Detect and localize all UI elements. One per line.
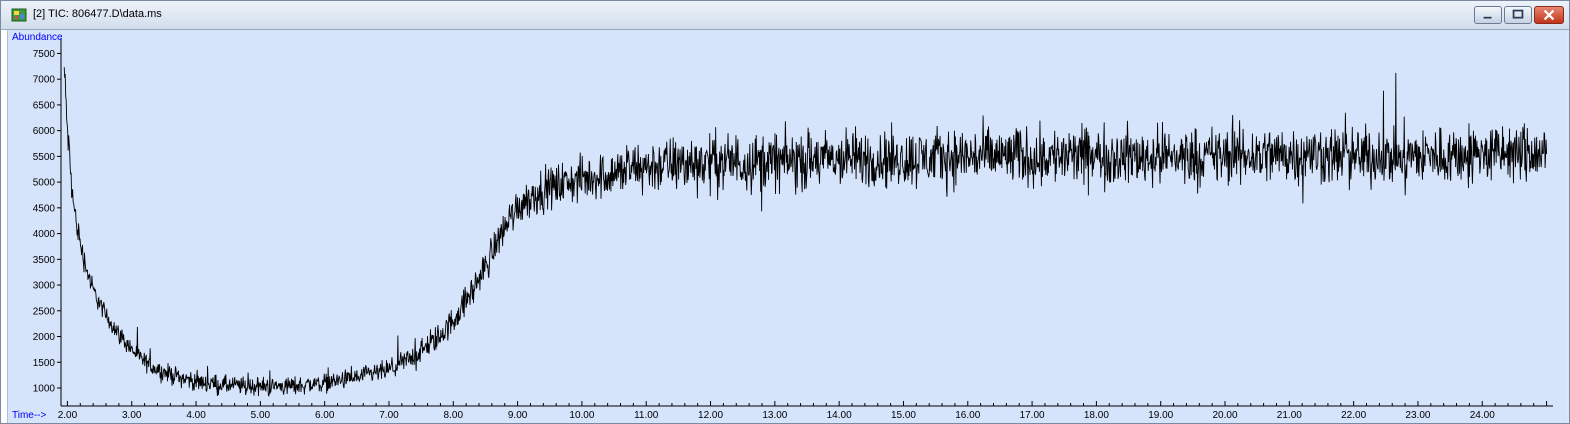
x-tick-label: 6.00 — [315, 410, 335, 421]
x-tick-label: 3.00 — [122, 410, 142, 421]
close-icon — [1543, 9, 1555, 21]
x-tick-label: 17.00 — [1020, 410, 1045, 421]
y-tick-label: 4500 — [33, 203, 56, 214]
minimize-button[interactable] — [1474, 6, 1502, 24]
y-tick-label: 4000 — [33, 229, 56, 240]
y-tick-label: 1000 — [33, 383, 56, 394]
x-tick-label: 13.00 — [762, 410, 787, 421]
x-tick-label: 21.00 — [1277, 410, 1302, 421]
x-tick-label: 11.00 — [634, 410, 659, 421]
x-tick-label: 10.00 — [569, 410, 594, 421]
x-tick-label: 24.00 — [1470, 410, 1495, 421]
x-tick-label: 2.00 — [58, 410, 78, 421]
close-button[interactable] — [1534, 6, 1564, 24]
y-tick-label: 5500 — [33, 152, 56, 163]
x-tick-label: 4.00 — [186, 410, 206, 421]
window-left-edge — [1, 30, 8, 423]
y-tick-label: 7000 — [33, 75, 56, 86]
x-tick-label: 12.00 — [698, 410, 723, 421]
x-tick-label: 19.00 — [1148, 410, 1173, 421]
x-tick-label: 5.00 — [251, 410, 271, 421]
x-tick-label: 9.00 — [508, 410, 528, 421]
plot-background — [8, 30, 1567, 423]
restore-icon — [1512, 9, 1524, 19]
y-tick-label: 5000 — [33, 178, 56, 189]
x-tick-label: 23.00 — [1405, 410, 1430, 421]
y-axis-title: Abundance — [12, 32, 63, 43]
y-tick-label: 3000 — [33, 281, 56, 292]
x-tick-label: 8.00 — [444, 410, 464, 421]
chromatogram-app-icon — [11, 8, 27, 22]
title-bar[interactable]: [2] TIC: 806477.D\data.ms — [1, 1, 1569, 30]
y-tick-label: 2000 — [33, 332, 56, 343]
y-tick-label: 7500 — [33, 49, 56, 60]
x-tick-label: 14.00 — [827, 410, 852, 421]
x-tick-label: 16.00 — [955, 410, 980, 421]
x-tick-label: 20.00 — [1213, 410, 1238, 421]
tic-trace — [63, 67, 1548, 398]
x-axis-title: Time--> — [12, 410, 47, 421]
minimize-icon — [1483, 16, 1492, 19]
y-tick-label: 3500 — [33, 255, 56, 266]
chromatogram-chart: 1000 1500 2000 2500 3000 3500 4000 4500 5000 5500… — [8, 30, 1567, 423]
y-tick-label: 1500 — [33, 358, 56, 369]
x-tick-label: 7.00 — [379, 410, 399, 421]
x-tick-label: 22.00 — [1341, 410, 1366, 421]
y-tick-label: 6500 — [33, 100, 56, 111]
maximize-button[interactable] — [1504, 6, 1532, 24]
x-tick-label: 18.00 — [1084, 410, 1109, 421]
y-tick-label: 2500 — [33, 306, 56, 317]
window-title: [2] TIC: 806477.D\data.ms — [33, 8, 162, 20]
x-tick-label: 15.00 — [891, 410, 916, 421]
chart-container: 1000 1500 2000 2500 3000 3500 4000 4500 5000 5500… — [8, 30, 1567, 423]
y-tick-label: 6000 — [33, 126, 56, 137]
